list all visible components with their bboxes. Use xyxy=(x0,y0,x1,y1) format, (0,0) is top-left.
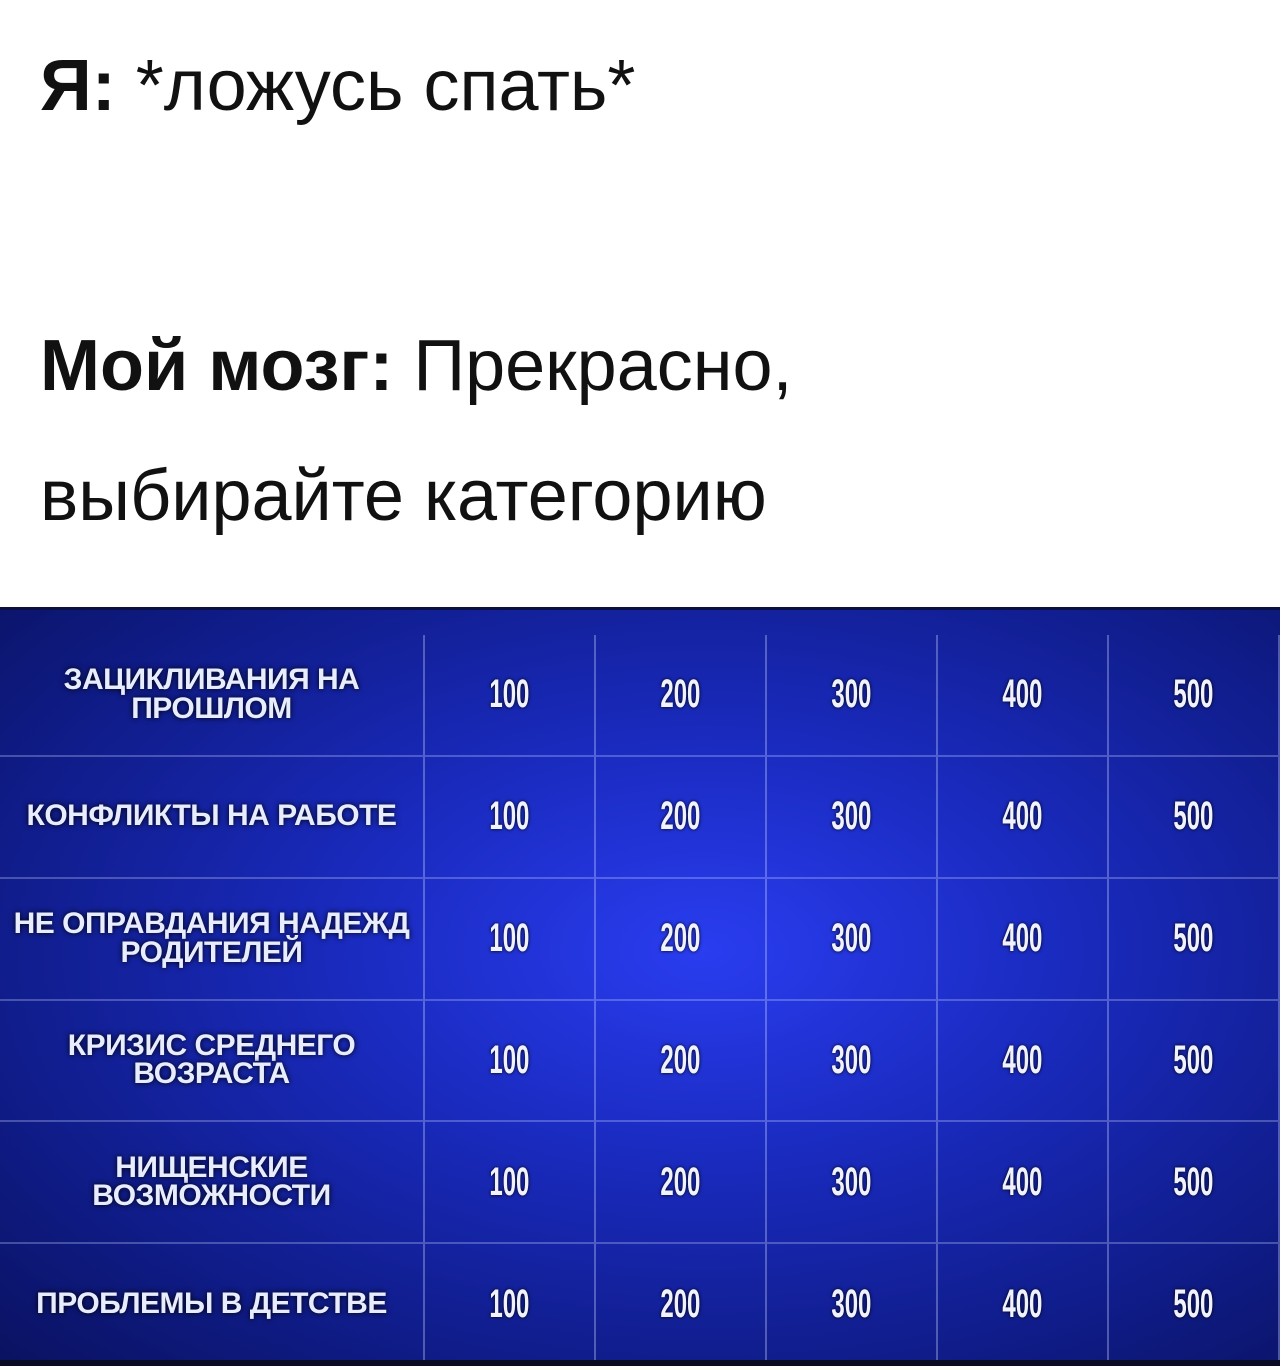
value-label: 300 xyxy=(831,672,872,717)
value-cell[interactable]: 500 xyxy=(1109,635,1280,757)
value-label: 500 xyxy=(1173,794,1214,839)
value-cell[interactable]: 300 xyxy=(767,1122,938,1245)
value-label: 100 xyxy=(489,794,530,839)
category-label: НЕ ОПРАВДАНИЯ НАДЕЖД РОДИТЕЛЕЙ xyxy=(13,907,410,969)
value-cell[interactable]: 300 xyxy=(767,635,938,757)
value-label: 300 xyxy=(831,916,872,961)
value-label: 200 xyxy=(660,672,701,717)
value-label: 300 xyxy=(831,794,872,839)
value-cell[interactable]: 200 xyxy=(596,878,767,1001)
caption-line-2: Мой мозг: Прекрасно, xyxy=(40,330,793,402)
category-label: КОНФЛИКТЫ НА РАБОТЕ xyxy=(26,799,397,833)
category-cell: КРИЗИС СРЕДНЕГО ВОЗРАСТА xyxy=(0,1000,425,1123)
value-label: 200 xyxy=(660,794,701,839)
value-cell[interactable]: 300 xyxy=(767,1244,938,1366)
value-cell[interactable]: 500 xyxy=(1109,756,1280,879)
caption-action: *ложусь спать* xyxy=(115,46,636,126)
category-label: ЗАЦИКЛИВАНИЯ НА ПРОШЛОМ xyxy=(63,663,360,725)
value-cell[interactable]: 100 xyxy=(425,1244,596,1366)
value-label: 500 xyxy=(1173,1159,1214,1204)
category-label: ПРОБЛЕМЫ В ДЕТСТВЕ xyxy=(36,1286,387,1320)
jeopardy-board: ЗАЦИКЛИВАНИЯ НА ПРОШЛОМ 100 200 300 400 500 КО… xyxy=(0,607,1280,1366)
category-cell: ПРОБЛЕМЫ В ДЕТСТВЕ xyxy=(0,1244,425,1366)
value-cell[interactable]: 500 xyxy=(1109,1122,1280,1245)
value-label: 300 xyxy=(831,1037,872,1082)
value-label: 100 xyxy=(489,1037,530,1082)
value-label: 500 xyxy=(1173,1037,1214,1082)
category-cell: КОНФЛИКТЫ НА РАБОТЕ xyxy=(0,756,425,879)
value-label: 300 xyxy=(831,1159,872,1204)
category-cell: НИЩЕНСКИЕ ВОЗМОЖНОСТИ xyxy=(0,1122,425,1245)
value-cell[interactable]: 100 xyxy=(425,878,596,1001)
value-label: 400 xyxy=(1002,1037,1043,1082)
value-cell[interactable]: 200 xyxy=(596,1244,767,1366)
category-label: КРИЗИС СРЕДНЕГО ВОЗРАСТА xyxy=(67,1028,356,1091)
caption-line-1: Я: *ложусь спать* xyxy=(40,50,635,122)
caption-speaker-me: Я: xyxy=(40,46,116,126)
value-label: 400 xyxy=(1002,1281,1043,1326)
value-label: 200 xyxy=(660,1159,701,1204)
value-cell[interactable]: 400 xyxy=(938,756,1109,879)
value-cell[interactable]: 400 xyxy=(938,878,1109,1001)
value-cell[interactable]: 400 xyxy=(938,1000,1109,1123)
value-label: 500 xyxy=(1173,1281,1214,1326)
value-cell[interactable]: 100 xyxy=(425,1122,596,1245)
value-label: 200 xyxy=(660,1037,701,1082)
value-label: 400 xyxy=(1002,672,1043,717)
value-label: 400 xyxy=(1002,1159,1043,1204)
value-label: 400 xyxy=(1002,916,1043,961)
value-label: 100 xyxy=(489,1281,530,1326)
value-cell[interactable]: 200 xyxy=(596,1122,767,1245)
value-label: 100 xyxy=(489,1159,530,1204)
category-cell: НЕ ОПРАВДАНИЯ НАДЕЖД РОДИТЕЛЕЙ xyxy=(0,878,425,1001)
value-cell[interactable]: 400 xyxy=(938,1122,1109,1245)
value-cell[interactable]: 200 xyxy=(596,1000,767,1123)
value-cell[interactable]: 300 xyxy=(767,1000,938,1123)
value-cell[interactable]: 100 xyxy=(425,1000,596,1123)
value-cell[interactable]: 200 xyxy=(596,756,767,879)
category-cell: ЗАЦИКЛИВАНИЯ НА ПРОШЛОМ xyxy=(0,635,425,757)
value-cell[interactable]: 500 xyxy=(1109,1244,1280,1366)
value-label: 100 xyxy=(489,916,530,961)
value-cell[interactable]: 400 xyxy=(938,1244,1109,1366)
value-label: 400 xyxy=(1002,794,1043,839)
value-label: 500 xyxy=(1173,672,1214,717)
value-label: 500 xyxy=(1173,916,1214,961)
category-label: НИЩЕНСКИЕ ВОЗМОЖНОСТИ xyxy=(92,1150,331,1213)
value-cell[interactable]: 200 xyxy=(596,635,767,757)
value-cell[interactable]: 400 xyxy=(938,635,1109,757)
caption-brain-text: Прекрасно, xyxy=(393,326,793,406)
value-label: 100 xyxy=(489,672,530,717)
value-label: 200 xyxy=(660,1281,701,1326)
value-cell[interactable]: 500 xyxy=(1109,1000,1280,1123)
caption-speaker-brain: Мой мозг: xyxy=(40,326,394,406)
value-cell[interactable]: 500 xyxy=(1109,878,1280,1001)
caption-line-3: выбирайте категорию xyxy=(40,456,767,536)
bottom-border xyxy=(0,1360,1280,1366)
value-cell[interactable]: 300 xyxy=(767,756,938,879)
value-label: 200 xyxy=(660,916,701,961)
value-cell[interactable]: 100 xyxy=(425,635,596,757)
value-label: 300 xyxy=(831,1281,872,1326)
value-cell[interactable]: 100 xyxy=(425,756,596,879)
value-cell[interactable]: 300 xyxy=(767,878,938,1001)
